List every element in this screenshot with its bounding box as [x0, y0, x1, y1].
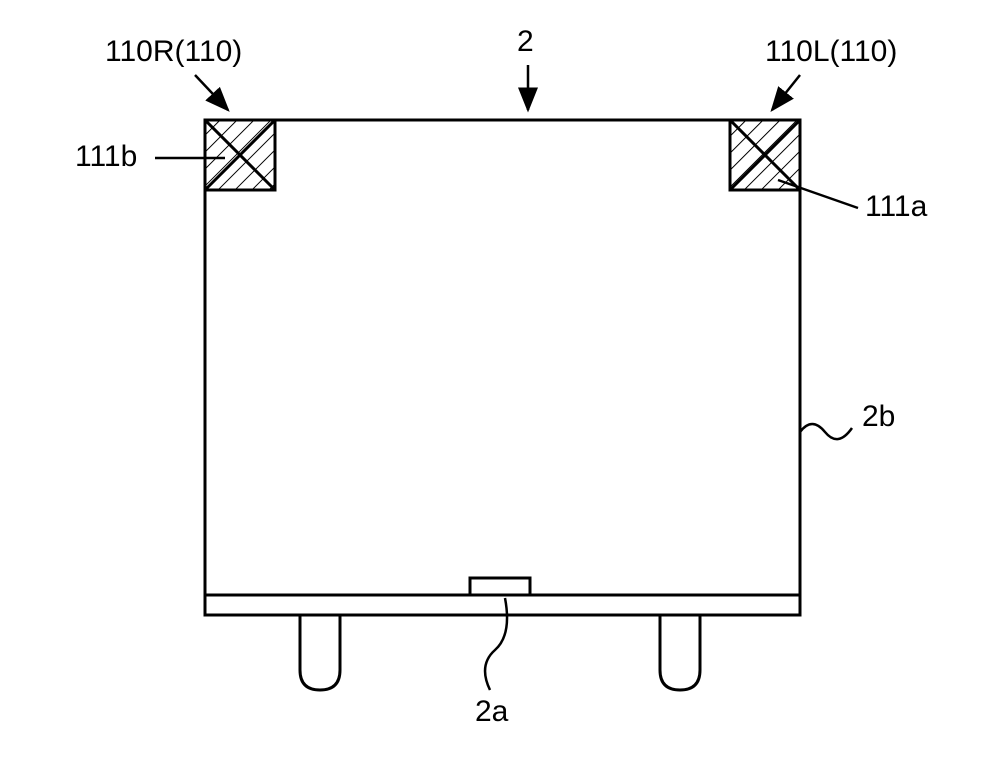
arrow-top-right [772, 75, 800, 110]
label-110r: 110R(110) [105, 35, 242, 69]
corner-box-right [730, 120, 800, 190]
label-2: 2 [517, 25, 534, 59]
diagram-container: 110R(110) 2 110L(110) 111b 111a 2b 2a [0, 0, 1000, 765]
corner-box-left [205, 120, 275, 190]
leader-111a [778, 180, 858, 208]
technical-drawing-svg [0, 0, 1000, 765]
label-111a: 111a [865, 190, 927, 224]
label-2a: 2a [475, 695, 508, 729]
arrow-top-left [195, 75, 228, 110]
leg-right [660, 615, 700, 690]
leader-2a [485, 598, 507, 690]
label-110l: 110L(110) [765, 35, 897, 69]
bottom-pickup [470, 578, 530, 595]
label-2b: 2b [862, 400, 895, 434]
leader-2b [800, 424, 852, 439]
main-box [205, 120, 800, 615]
leg-left [300, 615, 340, 690]
label-111b: 111b [75, 140, 137, 174]
